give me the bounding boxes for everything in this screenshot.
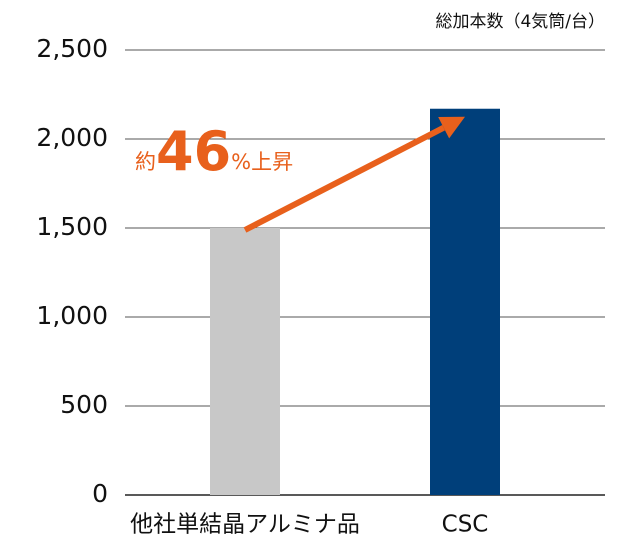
unit-label: 総加本数（4気筒/台） [435,12,605,32]
y-tick-label: 2,000 [36,123,108,152]
x-tick-label: 他社単結晶アルミナ品 [130,512,360,538]
y-tick-label: 500 [60,390,108,419]
annotation-number: 46 [156,120,231,183]
arrow [243,116,465,233]
y-tick-label: 1,000 [36,301,108,330]
arrow-head [438,116,465,139]
bar [430,108,500,496]
annotation-suffix: %上昇 [231,150,293,174]
y-tick-label: 0 [92,479,108,508]
annotation-prefix: 約 [135,150,156,174]
y-tick-label: 1,500 [36,212,108,241]
y-tick-label: 2,500 [36,34,108,63]
bar [210,228,280,495]
x-tick-label: CSC [442,512,489,538]
arrow-shaft [243,125,446,233]
annotation: 約46%上昇 [135,120,293,183]
